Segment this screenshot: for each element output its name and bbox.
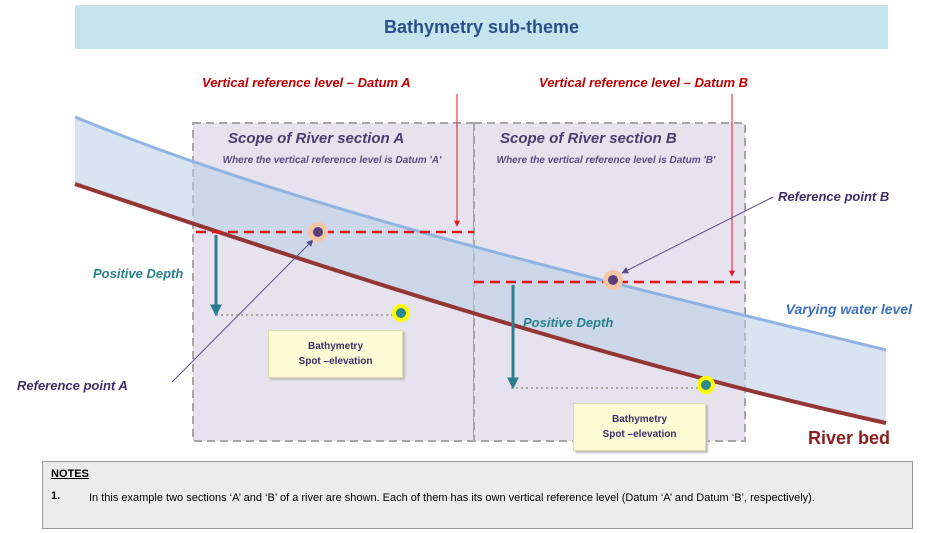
positive-depth-label-a: Positive Depth [93, 266, 184, 281]
spot-a-line-2: Spot –elevation [298, 356, 373, 367]
spot-elevation-a-marker [392, 304, 410, 322]
section-a-title: Scope of River section A [228, 130, 405, 147]
river-diagram [74, 94, 887, 442]
title-banner: Bathymetry sub-theme [75, 5, 888, 49]
note-number: 1. [51, 490, 61, 502]
notes-box: NOTES 1. In this example two sections ‘A… [42, 461, 913, 529]
river-bed-line [74, 182, 887, 425]
note-text: In this example two sections ‘A’ and ‘B’… [89, 492, 815, 504]
diagram-title: Bathymetry sub-theme [383, 16, 580, 37]
varying-water-level-label: Varying water level [785, 301, 912, 317]
notes-heading: NOTES [51, 468, 89, 480]
reference-point-a-pointer [171, 239, 314, 383]
positive-depth-label-b: Positive Depth [523, 315, 614, 330]
spot-b-line-2: Spot –elevation [602, 429, 677, 440]
water-surface-line [74, 115, 887, 352]
section-b-title: Scope of River section B [500, 130, 677, 147]
reference-point-b-marker [603, 270, 623, 290]
section-b-subtitle: Where the vertical reference level is Da… [496, 155, 716, 166]
spot-elevation-a-callout: Bathymetry Spot –elevation [268, 330, 403, 378]
spot-elevation-b-callout: Bathymetry Spot –elevation [573, 403, 706, 451]
water-body [75, 117, 886, 423]
section-a-subtitle: Where the vertical reference level is Da… [222, 155, 442, 166]
reference-point-a-label: Reference point A [17, 378, 128, 393]
reference-point-a-marker [308, 222, 328, 242]
river-bed-label: River bed [808, 428, 891, 448]
datum-a-label: Vertical reference level – Datum A [202, 75, 411, 90]
spot-b-line-1: Bathymetry [611, 414, 668, 425]
reference-point-b-label: Reference point B [778, 189, 890, 204]
reference-point-b-pointer [621, 196, 774, 274]
datum-b-label: Vertical reference level – Datum B [539, 75, 749, 90]
spot-elevation-b-marker [697, 376, 715, 394]
spot-a-line-1: Bathymetry [307, 341, 364, 352]
